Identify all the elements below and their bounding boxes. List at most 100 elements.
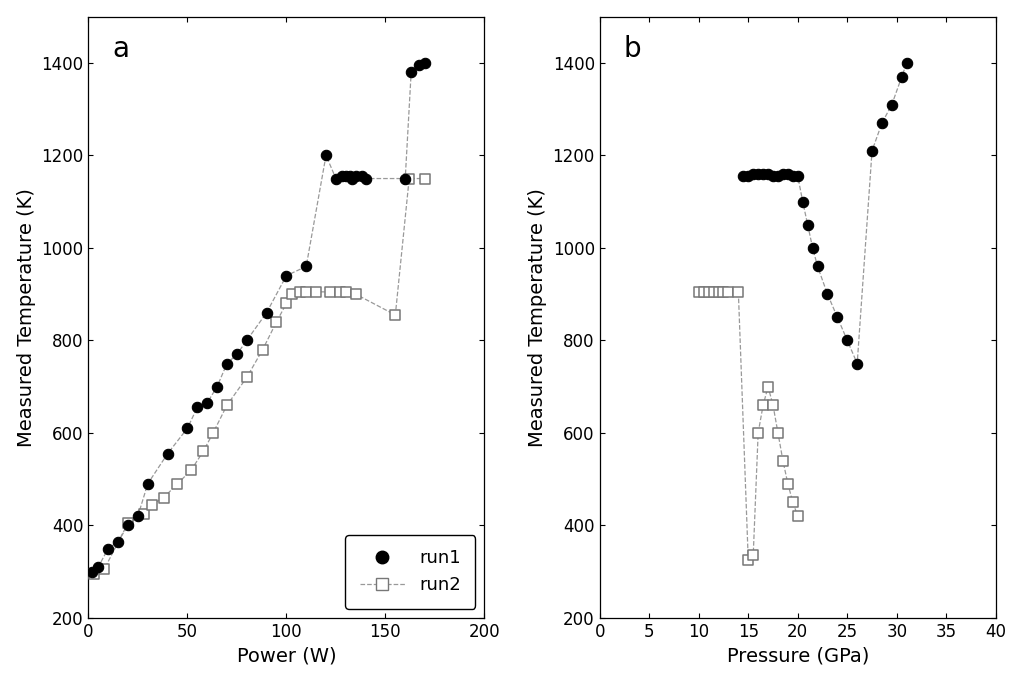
Point xyxy=(769,170,786,181)
Point xyxy=(411,60,428,71)
Point xyxy=(298,286,314,297)
Point xyxy=(183,464,199,475)
Point xyxy=(331,286,348,297)
Point xyxy=(189,402,206,413)
Point xyxy=(809,261,826,272)
Point xyxy=(136,508,152,519)
Point xyxy=(318,150,335,161)
Point xyxy=(745,168,761,179)
Point xyxy=(387,310,403,321)
Point xyxy=(160,448,176,459)
Point xyxy=(199,398,216,409)
Point xyxy=(338,286,354,297)
Point xyxy=(730,286,747,297)
Point xyxy=(785,496,801,507)
Point xyxy=(780,478,796,489)
Point xyxy=(322,286,339,297)
Point xyxy=(278,270,295,281)
Point xyxy=(268,316,284,327)
Point xyxy=(120,518,136,529)
Point xyxy=(333,170,350,181)
Point xyxy=(139,478,155,489)
Point xyxy=(120,520,136,531)
Point xyxy=(219,358,235,369)
Point xyxy=(755,400,771,411)
Point xyxy=(696,286,712,297)
Point xyxy=(750,428,766,439)
Point xyxy=(863,145,880,156)
Point xyxy=(706,286,722,297)
Point xyxy=(790,170,806,181)
Point xyxy=(740,554,756,565)
Point xyxy=(736,170,752,181)
Point xyxy=(765,170,782,181)
Point xyxy=(898,57,915,68)
Point xyxy=(893,72,909,83)
Point xyxy=(130,511,146,522)
Point xyxy=(839,335,855,346)
Point xyxy=(238,372,255,383)
Point xyxy=(238,335,255,346)
Point xyxy=(874,117,890,128)
Point xyxy=(884,99,900,110)
Point xyxy=(195,446,212,457)
Point xyxy=(819,288,836,299)
Point xyxy=(348,170,364,181)
Point xyxy=(691,286,707,297)
Point xyxy=(169,478,185,489)
Text: b: b xyxy=(623,35,641,63)
Y-axis label: Measured Temperature (K): Measured Temperature (K) xyxy=(528,188,547,447)
Point xyxy=(830,312,846,323)
Point xyxy=(774,168,791,179)
Point xyxy=(403,67,419,78)
Point xyxy=(90,561,106,572)
Text: a: a xyxy=(113,35,129,63)
Point xyxy=(715,286,731,297)
Point xyxy=(342,170,358,181)
Point xyxy=(327,173,344,184)
Point xyxy=(84,566,100,577)
Point xyxy=(86,569,102,580)
Point xyxy=(284,288,301,299)
Point xyxy=(416,173,433,184)
Point xyxy=(750,168,766,179)
Point xyxy=(760,168,776,179)
Point xyxy=(293,286,309,297)
Point xyxy=(701,286,717,297)
X-axis label: Power (W): Power (W) xyxy=(236,647,337,666)
Point xyxy=(155,492,172,503)
Point xyxy=(774,455,791,466)
Point xyxy=(416,57,433,68)
Point xyxy=(760,381,776,392)
Point xyxy=(397,173,413,184)
Point xyxy=(344,173,360,184)
Point xyxy=(348,288,364,299)
Legend: run1, run2: run1, run2 xyxy=(345,535,476,609)
Point xyxy=(745,550,761,561)
Point xyxy=(179,423,195,434)
X-axis label: Pressure (GPa): Pressure (GPa) xyxy=(726,647,869,666)
Point xyxy=(308,286,324,297)
Point xyxy=(100,543,117,554)
Point xyxy=(229,349,246,359)
Point xyxy=(765,400,782,411)
Point xyxy=(298,261,314,272)
Point xyxy=(278,298,295,309)
Point xyxy=(219,400,235,411)
Point xyxy=(720,286,737,297)
Point xyxy=(800,220,816,231)
Point xyxy=(710,286,726,297)
Y-axis label: Measured Temperature (K): Measured Temperature (K) xyxy=(16,188,36,447)
Point xyxy=(790,511,806,522)
Point xyxy=(338,170,354,181)
Point xyxy=(255,344,271,355)
Point xyxy=(755,168,771,179)
Point xyxy=(795,196,811,207)
Point xyxy=(785,170,801,181)
Point xyxy=(354,170,370,181)
Point xyxy=(804,243,820,254)
Point xyxy=(740,170,756,181)
Point xyxy=(143,499,160,510)
Point xyxy=(205,428,221,439)
Point xyxy=(849,358,865,369)
